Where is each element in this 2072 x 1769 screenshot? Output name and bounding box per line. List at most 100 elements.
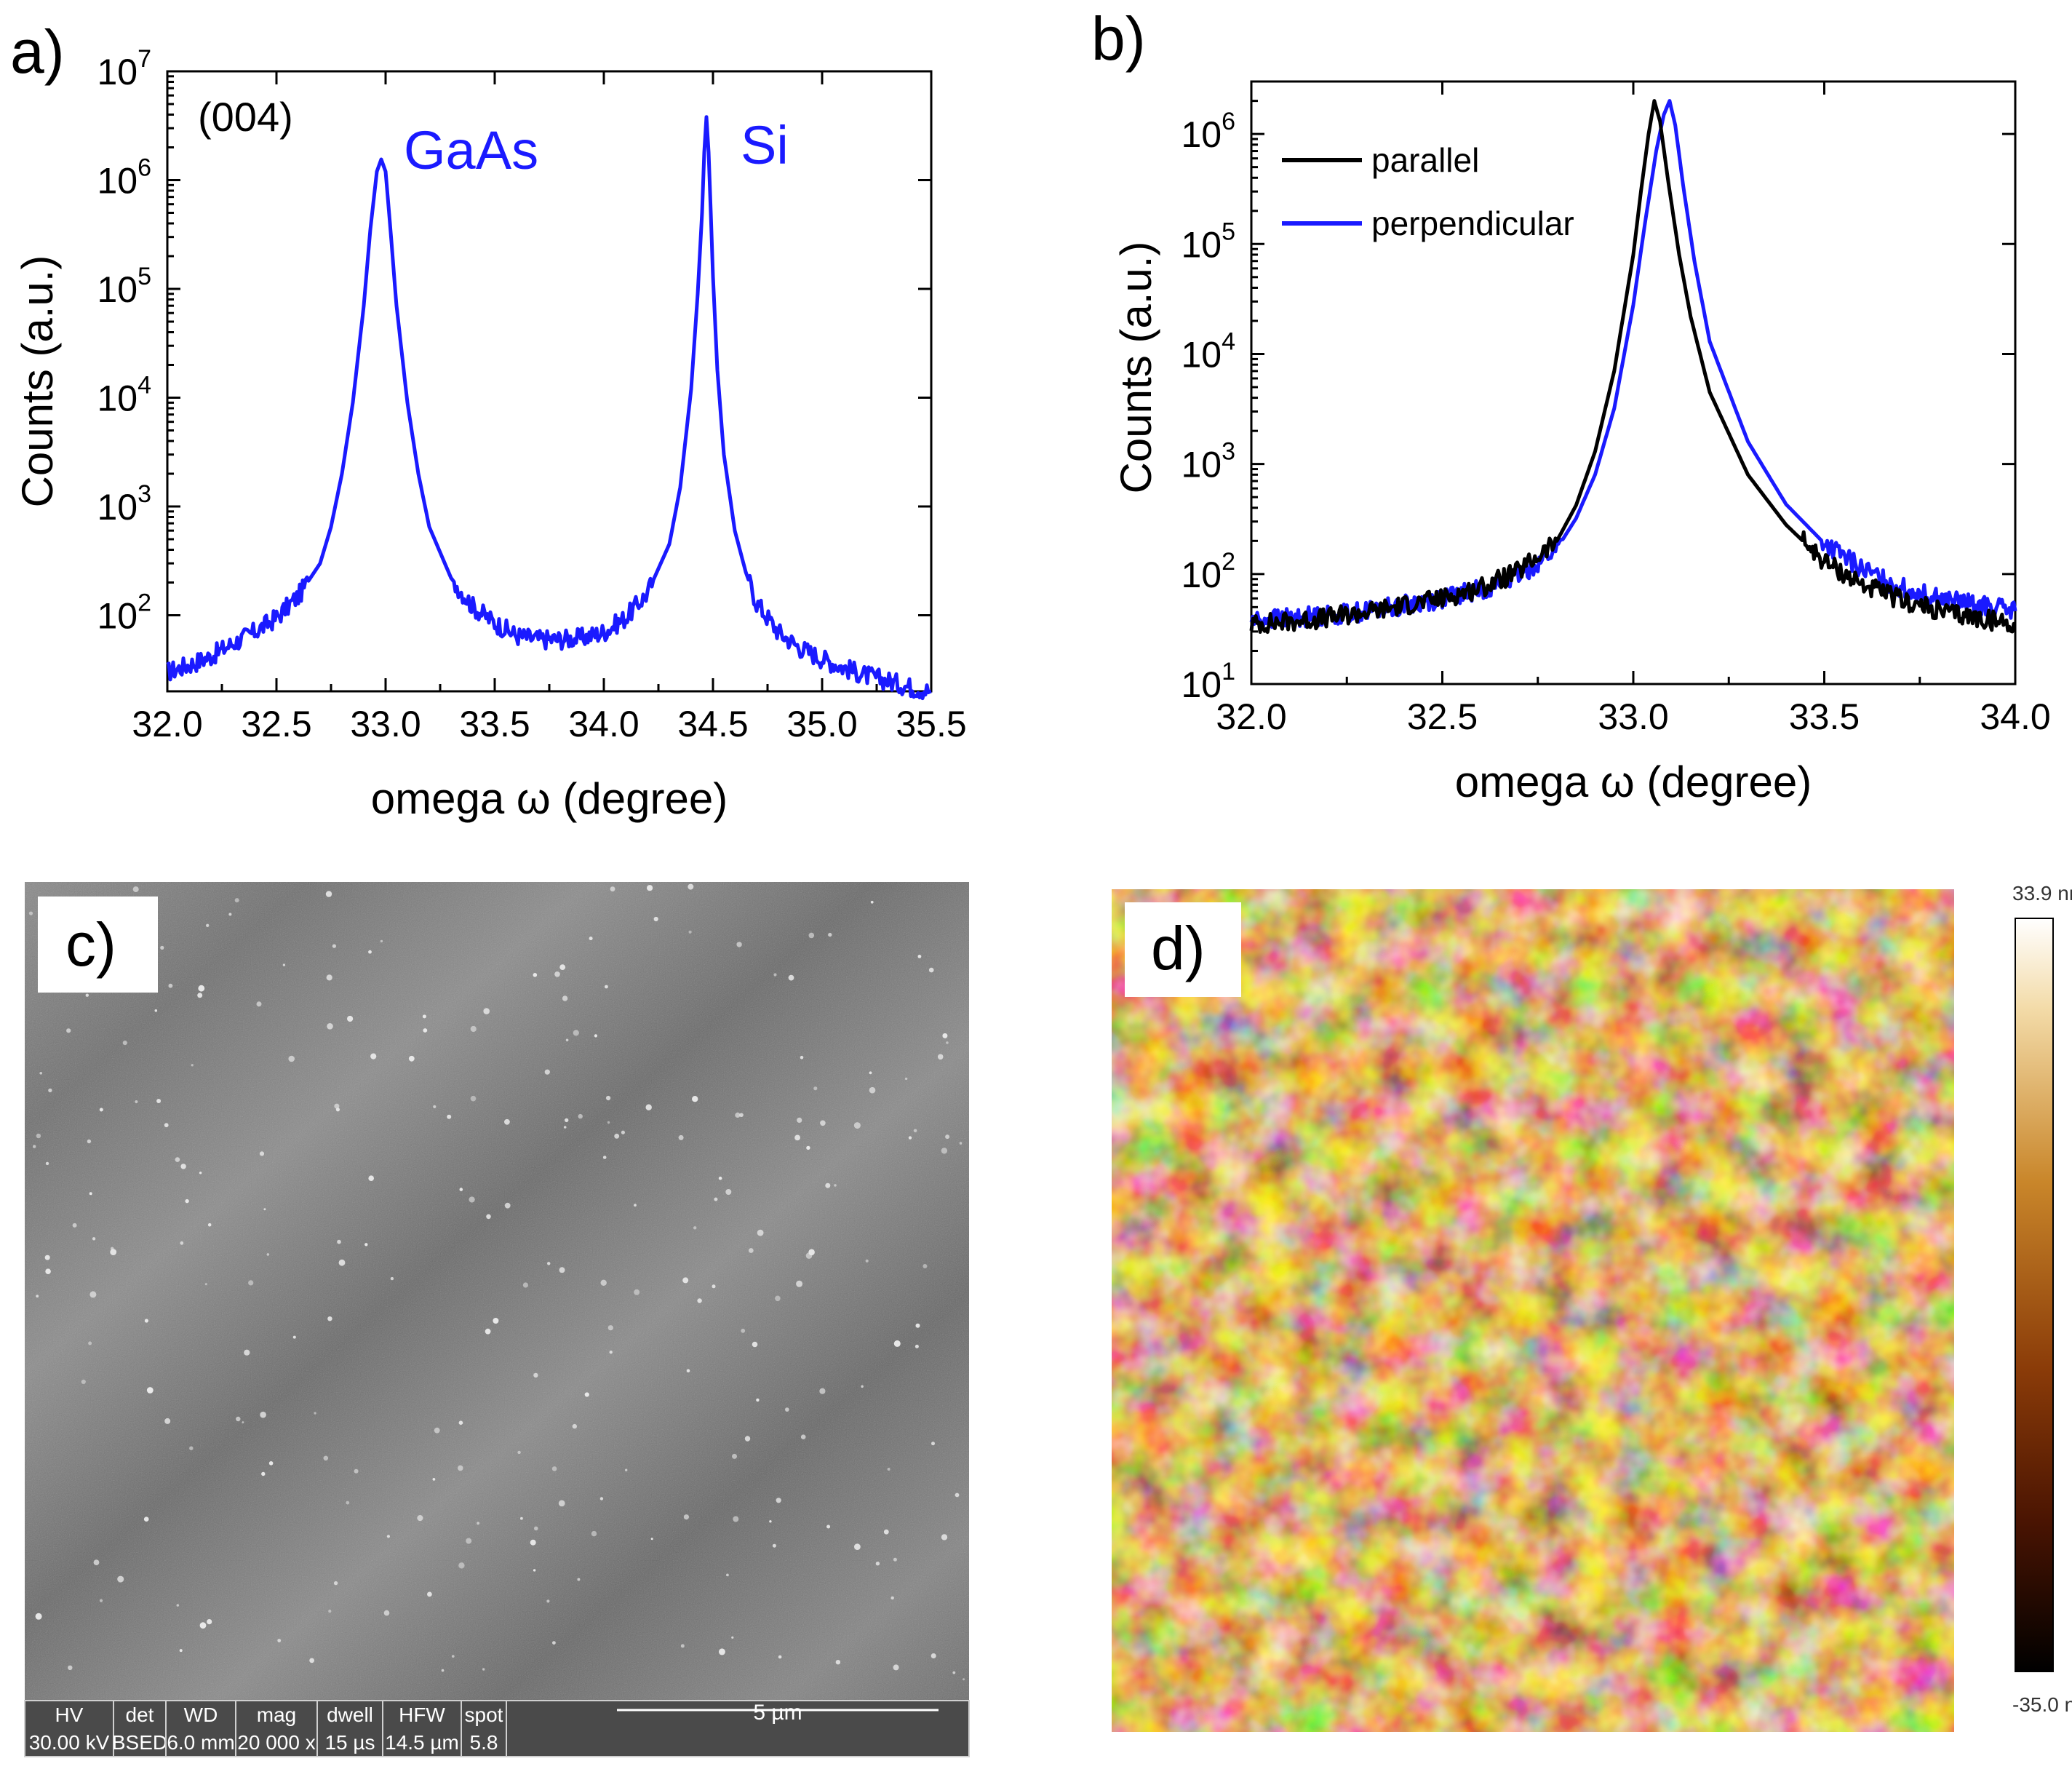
panel-b-y-tick-label: 105 <box>1181 218 1235 265</box>
panel-b-x-ticks: 32.0 32.5 33.0 33.5 34.0 <box>1216 82 2051 737</box>
sem-particle <box>591 1530 597 1537</box>
sem-particle <box>368 950 372 954</box>
sem-particle <box>634 1289 640 1295</box>
sem-particle <box>417 1515 423 1522</box>
sem-particle <box>144 1319 148 1323</box>
sem-particle <box>712 1284 716 1289</box>
sem-particle <box>825 1182 831 1188</box>
sem-particle <box>93 1559 100 1566</box>
sem-particle <box>551 1466 557 1471</box>
sem-particle <box>732 1453 737 1459</box>
panel-a-y-tick-label: 103 <box>97 480 151 528</box>
sem-particle <box>808 1249 815 1256</box>
sem-particle <box>156 1099 162 1103</box>
panel-a-x-tick-label: 35.0 <box>786 704 857 744</box>
panel-a-y-ticks: 102 103 104 105 106 107 <box>97 45 931 637</box>
sem-particle <box>314 1412 316 1415</box>
sem-particle <box>433 1105 437 1108</box>
panel-b-label: b) <box>1091 4 1146 73</box>
panel-c-label-box <box>38 897 158 993</box>
sem-particle <box>164 1123 169 1128</box>
panel-a-x-ticks: 32.0 32.5 33.0 33.5 34.0 34.5 35.0 35.5 <box>132 71 967 744</box>
sem-particle <box>326 974 332 981</box>
sem-particle <box>578 1113 583 1119</box>
panel-b-series-perpendicular <box>1249 99 2017 629</box>
panel-b-y-tick-label: 104 <box>1181 327 1235 375</box>
sem-particle <box>559 964 566 970</box>
sem-particle <box>423 1028 428 1033</box>
sem-particle <box>692 1096 698 1102</box>
sem-info-header: WD <box>184 1704 218 1726</box>
sem-particle <box>890 1596 894 1600</box>
sem-particle <box>191 1064 194 1067</box>
sem-particle <box>88 1341 92 1345</box>
sem-particle <box>92 1237 96 1241</box>
sem-particle <box>861 1385 864 1388</box>
sem-particle <box>563 1126 567 1129</box>
sem-particle <box>893 1340 901 1347</box>
sem-info-header: HFW <box>399 1704 445 1726</box>
sem-particle <box>408 1055 415 1062</box>
sem-particle <box>390 1276 394 1281</box>
sem-particle <box>39 1072 42 1075</box>
sem-particle <box>688 883 694 890</box>
panel-a: a) 32.0 32.5 33.0 33.5 34.0 34.5 35.0 35.5 1021… <box>10 17 967 823</box>
panel-a-x-tick-label: 32.5 <box>241 704 311 744</box>
sem-particle <box>869 1071 872 1075</box>
sem-particle <box>522 1282 529 1288</box>
sem-particle <box>520 1516 523 1520</box>
afm-colorbar-min: -35.0 nm <box>2012 1693 2072 1716</box>
sem-particle <box>260 1411 266 1418</box>
sem-particle <box>573 1030 579 1036</box>
panel-b-legend: parallel perpendicular <box>1282 141 1574 242</box>
sem-particle <box>941 1148 948 1154</box>
panel-b-y-tick-label: 103 <box>1181 438 1235 485</box>
sem-particle <box>946 1041 949 1044</box>
sem-particle <box>380 939 383 943</box>
sem-particle <box>234 898 239 903</box>
sem-particle <box>432 1478 436 1481</box>
sem-particle <box>236 1416 241 1422</box>
sem-particle <box>533 1372 538 1378</box>
panel-a-series-line <box>166 115 932 701</box>
sem-particle <box>333 1581 338 1586</box>
sem-particle <box>207 1619 212 1625</box>
panel-b: b) 32.0 32.5 33.0 33.5 34.0 1011021031041051… <box>1091 4 2051 806</box>
sem-particle <box>554 971 560 977</box>
sem-particle <box>602 1156 607 1159</box>
sem-particle <box>89 1192 92 1196</box>
panel-b-x-tick-label: 32.5 <box>1407 696 1478 737</box>
sem-particle <box>744 1436 751 1442</box>
sem-particle <box>942 1033 948 1038</box>
sem-particle <box>337 1239 341 1244</box>
sem-particle <box>607 1325 613 1331</box>
sem-particle <box>263 1208 266 1211</box>
sem-particle <box>470 1025 477 1033</box>
sem-particle <box>653 916 658 922</box>
sem-particle <box>887 1468 890 1471</box>
panel-a-y-tick-label: 105 <box>97 263 151 310</box>
sem-particle <box>143 1516 149 1522</box>
sem-particle <box>533 1569 536 1572</box>
panel-b-x-tick-label: 33.5 <box>1789 696 1860 737</box>
sem-particle <box>441 1669 445 1672</box>
sem-particle <box>66 1028 71 1033</box>
sem-particle <box>945 1134 950 1140</box>
sem-info-header: HV <box>55 1704 84 1726</box>
sem-particle <box>741 1328 746 1333</box>
sem-particle <box>834 1184 837 1187</box>
sem-particle <box>323 1455 329 1461</box>
sem-particle <box>185 1198 189 1204</box>
panel-b-xlabel: omega ω (degree) <box>1455 758 1812 806</box>
sem-particle <box>99 1599 103 1602</box>
panel-a-axes-frame <box>166 70 933 693</box>
sem-particle <box>680 1644 685 1648</box>
sem-particle <box>609 1351 613 1354</box>
sem-scale-bar-label: 5 µm <box>753 1701 802 1725</box>
sem-info-value: 15 µs <box>324 1731 375 1754</box>
sem-particle <box>917 955 922 958</box>
sem-particle <box>533 973 538 977</box>
legend-label-perpendicular: perpendicular <box>1371 204 1574 242</box>
sem-particle <box>797 1117 802 1123</box>
sem-particle <box>725 1189 732 1195</box>
